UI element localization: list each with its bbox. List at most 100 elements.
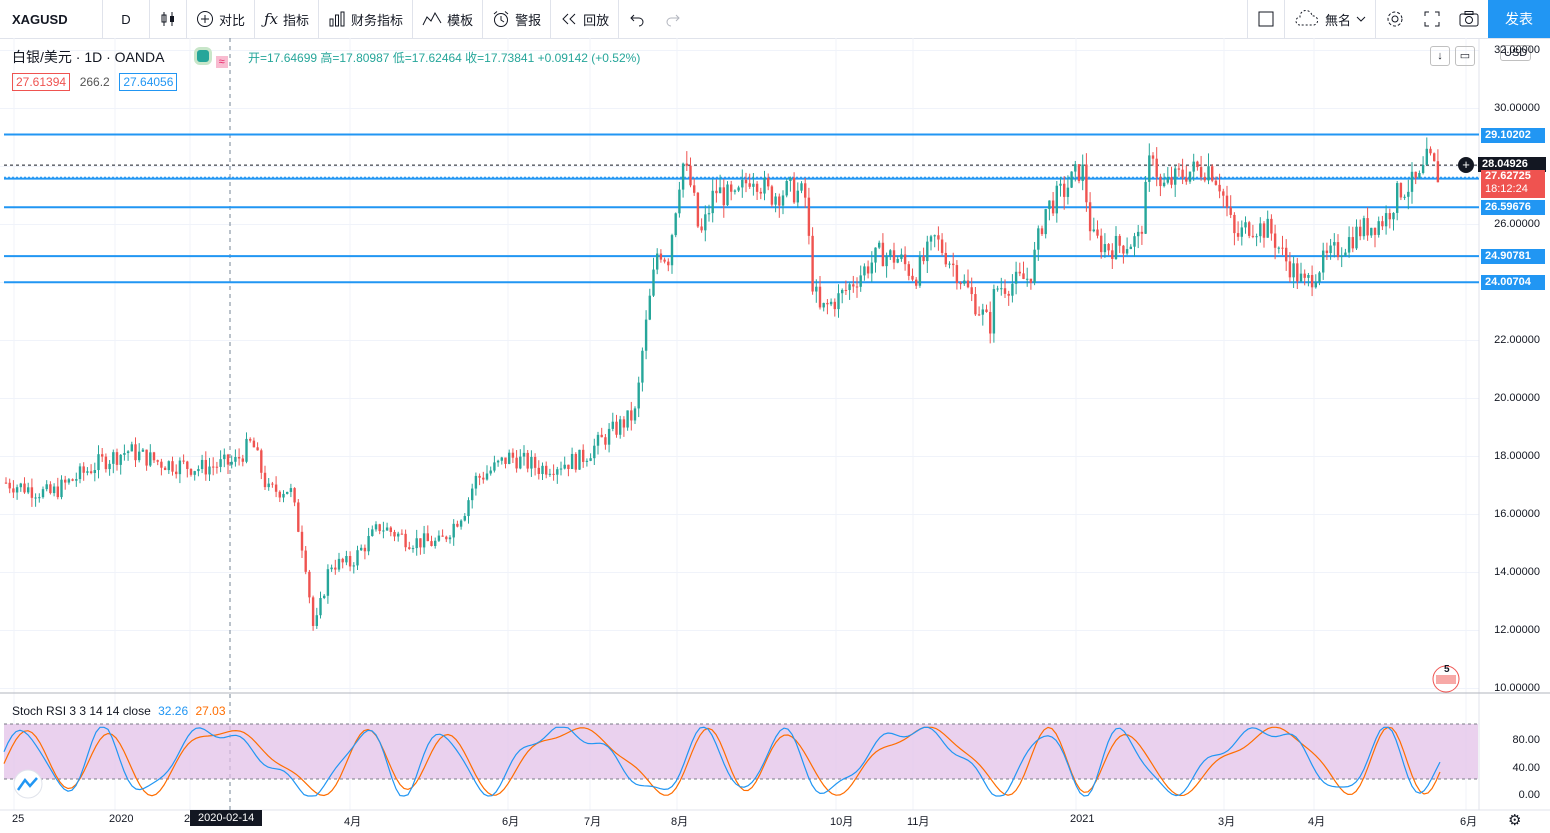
crosshair-date-label: 2020-02-14: [190, 810, 263, 826]
currency-button[interactable]: USD: [1500, 45, 1532, 61]
time-tick: 2020: [109, 813, 134, 825]
candle-body: [360, 547, 363, 551]
candle-body: [1236, 233, 1240, 237]
bid-button[interactable]: 27.61394: [12, 73, 71, 91]
candle-body: [903, 254, 907, 265]
candle-body: [1211, 166, 1214, 181]
candle-body: [748, 183, 751, 187]
candle-body: [515, 457, 518, 469]
add-alert-icon[interactable]: +: [1458, 157, 1474, 173]
candle-body: [212, 466, 215, 468]
candle-body: [1318, 272, 1321, 282]
candle-body: [1266, 218, 1269, 238]
candle-body: [848, 284, 851, 291]
legend-title[interactable]: 白银/美元 · 1D · OANDA: [12, 49, 165, 65]
time-axis-settings-icon[interactable]: ⚙: [1508, 812, 1522, 829]
candle-body: [1029, 278, 1033, 283]
candle-body: [1085, 164, 1088, 203]
candle-body: [911, 275, 914, 280]
candle-body: [474, 475, 478, 489]
candle-body: [326, 569, 330, 596]
candle-body: [49, 484, 52, 494]
time-tick: 2: [184, 813, 191, 825]
template-icon: [422, 11, 442, 26]
candle-body: [437, 535, 441, 541]
candle-body: [30, 487, 34, 498]
stoch-tick: 80.00: [1512, 734, 1540, 746]
candle-body: [315, 615, 318, 626]
snapshot-button[interactable]: [1450, 0, 1488, 38]
candle-body: [104, 456, 108, 470]
compare-button[interactable]: 对比: [187, 0, 254, 38]
candle-body: [1251, 235, 1255, 237]
alert-button[interactable]: 警报: [483, 0, 550, 38]
settings-button[interactable]: [1376, 0, 1414, 38]
candle-body: [711, 190, 714, 214]
price-tick: 14.00000: [1494, 565, 1540, 578]
candle-body: [637, 382, 640, 409]
candle-body: [519, 456, 522, 469]
fullscreen-button[interactable]: [1414, 0, 1450, 38]
publish-button[interactable]: 发表: [1488, 0, 1550, 38]
candle-body: [8, 482, 11, 489]
candle-body: [274, 484, 278, 492]
restore-button[interactable]: ▭: [1455, 46, 1475, 66]
indicators-button[interactable]: ƒx 指标: [255, 0, 318, 38]
candle-body: [1396, 183, 1399, 213]
interval-button[interactable]: D: [103, 0, 149, 38]
candle-body: [1388, 213, 1391, 220]
events-badge[interactable]: [1432, 665, 1460, 693]
horizontal-lines[interactable]: [4, 133, 1479, 284]
current-price-label: 27.62725 18:12:24: [1481, 170, 1545, 198]
undo-button[interactable]: [619, 0, 655, 38]
compare-label: 对比: [219, 12, 246, 28]
replay-button[interactable]: 回放: [551, 0, 618, 38]
price-tick: 20.00000: [1494, 391, 1540, 404]
layout-button[interactable]: [1248, 0, 1284, 38]
candle-body: [1018, 271, 1021, 274]
indicator-legend[interactable]: Stoch RSI 3 3 14 14 close 32.26 27.03: [12, 704, 226, 718]
candle-body: [23, 483, 26, 493]
chart-style-button[interactable]: [150, 0, 186, 38]
candle-body: [792, 177, 796, 203]
candle-body: [149, 452, 152, 466]
templates-button[interactable]: 模板: [413, 0, 482, 38]
candle-body: [496, 460, 500, 463]
stoch-tick: 40.00: [1512, 761, 1540, 774]
financials-button[interactable]: 财务指标: [319, 0, 412, 38]
candle-body: [563, 464, 566, 469]
redo-button[interactable]: [655, 0, 691, 38]
candle-body: [93, 470, 96, 474]
candle-body: [881, 242, 885, 267]
candle-body: [1285, 247, 1288, 262]
gear-icon: [1387, 11, 1403, 27]
symbol-search[interactable]: XAGUSD: [12, 11, 68, 27]
divider: [254, 0, 256, 38]
fx-icon: ƒx: [264, 10, 279, 28]
candle-body: [644, 319, 648, 351]
time-tick: 4月: [1308, 816, 1326, 828]
candle-body: [778, 196, 781, 206]
scroll-down-button[interactable]: ↓: [1430, 46, 1450, 66]
candle-body: [448, 537, 452, 540]
time-tick: 11月: [907, 816, 930, 828]
candle-body: [545, 465, 548, 475]
toolbar-right: 無名 发表: [1246, 0, 1550, 38]
candle-body: [785, 180, 788, 196]
candle-body: [1155, 158, 1158, 177]
candle-body: [707, 213, 711, 215]
hline-price-label: 24.00704: [1481, 275, 1545, 291]
tv-logo[interactable]: [13, 769, 43, 799]
candle-body: [977, 314, 981, 316]
candle-body: [1436, 161, 1440, 183]
candle-body: [378, 524, 381, 532]
ask-button[interactable]: 27.64056: [119, 73, 178, 91]
candle-body: [1384, 213, 1388, 227]
candle-body: [1433, 153, 1436, 162]
candle-body: [389, 527, 392, 532]
layout-name-button[interactable]: 無名: [1285, 0, 1375, 38]
candle-body: [1244, 222, 1247, 228]
candle-body: [134, 444, 137, 461]
candle-body: [1159, 176, 1162, 187]
chart-area[interactable]: [0, 38, 1550, 833]
